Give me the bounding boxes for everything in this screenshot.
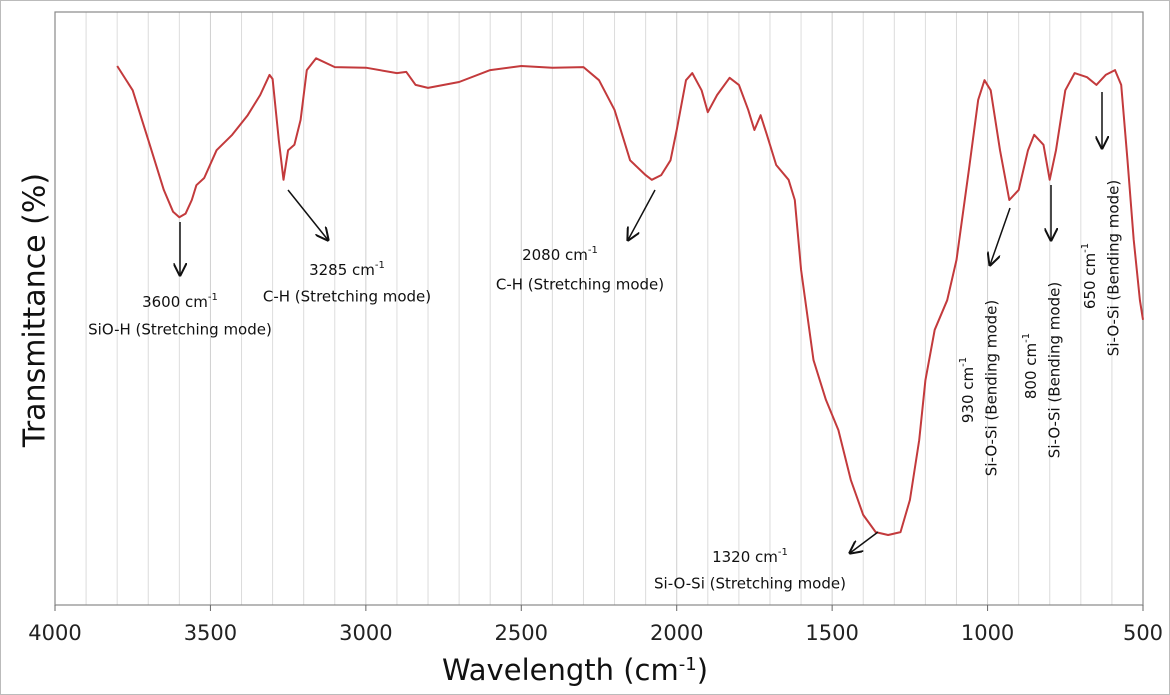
annotation-mode: Si-O-Si (Stretching mode) [654,575,846,593]
x-tick-label: 1000 [961,621,1014,645]
annotation-wavenumber-sup: -1 [778,547,788,558]
annotation-arrow [990,207,1011,265]
annotation-mode: C-H (Stretching mode) [496,276,664,294]
annotation-wavenumber-text: 1320 cm [712,548,778,566]
annotation-wavenumber-text: 3285 cm [309,261,375,279]
x-tick-label: 4000 [28,621,81,645]
x-axis-label-text: Wavelength (cm [442,653,679,687]
annotation-wavenumber-text: 2080 cm [522,246,588,264]
annotation-arrow [628,189,656,240]
annotation-wavenumber-sup: -1 [208,292,218,303]
annotation-wavenumber-text: 3600 cm [142,293,208,311]
annotation-wavenumber-sup: -1 [958,357,969,367]
annotation-wavenumber: 930 cm-1 [958,357,977,423]
x-axis-label-tail: ) [697,653,708,687]
annotation-wavenumber: 2080 cm-1 [522,245,598,264]
annotation-wavenumber-text: 800 cm [1022,343,1040,399]
annotation-wavenumber: 3285 cm-1 [309,260,385,279]
annotation-mode: Si-O-Si (Bending mode) [1046,282,1064,458]
annotation-wavenumber-sup: -1 [1080,243,1091,253]
annotation-mode: SiO-H (Stretching mode) [88,321,272,339]
x-tick-label: 3000 [339,621,392,645]
grid [54,12,1144,605]
annotation-wavenumber: 800 cm-1 [1021,333,1040,399]
annotation-wavenumber: 3600 cm-1 [142,292,218,311]
spectrum-line [116,57,1144,536]
annotation-arrow [850,531,879,553]
x-tick-label: 2000 [650,621,703,645]
y-axis-label: Transmittance (%) [18,173,53,448]
annotation-mode: Si-O-Si (Bending mode) [983,300,1001,476]
x-axis-label-sup: -1 [679,654,697,675]
x-axis-label: Wavelength (cm-1) [442,653,708,687]
annotation-mode: C-H (Stretching mode) [263,288,431,306]
annotation-mode: Si-O-Si (Bending mode) [1105,180,1123,356]
annotation-wavenumber-text: 650 cm [1081,253,1099,309]
annotation-wavenumber-sup: -1 [1021,333,1032,343]
annotation-wavenumber: 650 cm-1 [1080,243,1099,309]
plot-frame [54,11,1144,606]
x-tick-label: 500 [1123,621,1163,645]
annotation-wavenumber-sup: -1 [375,260,385,271]
annotation-wavenumber-sup: -1 [588,245,598,256]
x-tick-label: 3500 [184,621,237,645]
annotation-wavenumber-text: 930 cm [959,367,977,423]
x-tick-label: 2500 [495,621,548,645]
annotation-arrow [287,189,328,240]
annotation-wavenumber: 1320 cm-1 [712,547,788,566]
x-tick-label: 1500 [805,621,858,645]
